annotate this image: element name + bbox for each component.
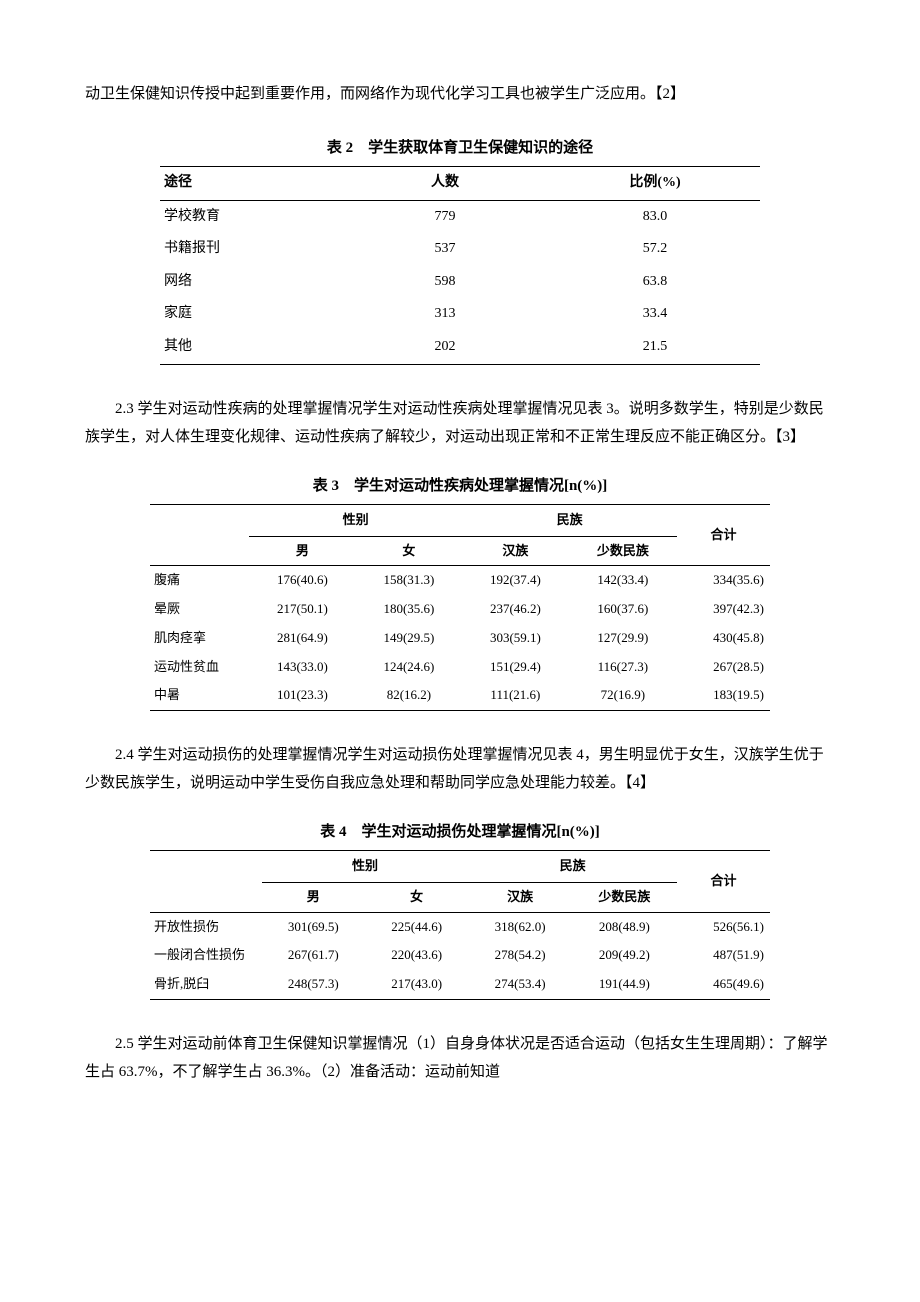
paragraph-2-5: 2.5 学生对运动前体育卫生保健知识掌握情况（1）自身身体状况是否适合运动（包括…	[85, 1030, 835, 1087]
table3-group-total: 合计	[677, 505, 770, 566]
table-row: 网络59863.8	[160, 266, 760, 299]
table-row: 骨折,脱臼248(57.3)217(43.0)274(53.4)191(44.9…	[150, 970, 770, 999]
intro-paragraph: 动卫生保健知识传授中起到重要作用，而网络作为现代化学习工具也被学生广泛应用。【2…	[85, 80, 835, 109]
table-row: 开放性损伤301(69.5)225(44.6)318(62.0)208(48.9…	[150, 912, 770, 941]
table4-wrapper: 表 4 学生对运动损伤处理掌握情况[n(%)] 性别 民族 合计 男 女 汉族 …	[150, 818, 770, 1000]
table-row: 晕厥217(50.1)180(35.6)237(46.2)160(37.6)39…	[150, 595, 770, 624]
table3-group-ethnic: 民族	[462, 505, 677, 537]
table-row: 书籍报刊53757.2	[160, 233, 760, 266]
paragraph-2-4: 2.4 学生对运动损伤的处理掌握情况学生对运动损伤处理掌握情况见表 4，男生明显…	[85, 741, 835, 798]
table-row: 肌肉痉挛281(64.9)149(29.5)303(59.1)127(29.9)…	[150, 624, 770, 653]
table3-group-header: 性别 民族 合计	[150, 505, 770, 537]
table2: 途径 人数 比例(%) 学校教育77983.0 书籍报刊53757.2 网络59…	[160, 166, 760, 365]
table-row: 腹痛176(40.6)158(31.3)192(37.4)142(33.4)33…	[150, 566, 770, 595]
table2-wrapper: 表 2 学生获取体育卫生保健知识的途径 途径 人数 比例(%) 学校教育7798…	[160, 134, 760, 365]
table3: 性别 民族 合计 男 女 汉族 少数民族 腹痛176(40.6)158(31.3…	[150, 504, 770, 711]
table4-group-total: 合计	[677, 851, 770, 912]
table2-header-0: 途径	[160, 167, 340, 201]
table3-wrapper: 表 3 学生对运动性疾病处理掌握情况[n(%)] 性别 民族 合计 男 女 汉族…	[150, 472, 770, 711]
table4: 性别 民族 合计 男 女 汉族 少数民族 开放性损伤301(69.5)225(4…	[150, 850, 770, 999]
table-row: 运动性贫血143(33.0)124(24.6)151(29.4)116(27.3…	[150, 653, 770, 682]
table4-group-gender: 性别	[262, 851, 469, 883]
table-row: 其他20221.5	[160, 331, 760, 364]
table2-header-1: 人数	[340, 167, 550, 201]
table-row: 中暑101(23.3)82(16.2)111(21.6)72(16.9)183(…	[150, 681, 770, 710]
table4-group-ethnic: 民族	[468, 851, 677, 883]
table-row: 一般闭合性损伤267(61.7)220(43.6)278(54.2)209(49…	[150, 941, 770, 970]
table-row: 学校教育77983.0	[160, 200, 760, 233]
paragraph-2-3: 2.3 学生对运动性疾病的处理掌握情况学生对运动性疾病处理掌握情况见表 3。说明…	[85, 395, 835, 452]
table3-group-gender: 性别	[249, 505, 462, 537]
table2-header-row: 途径 人数 比例(%)	[160, 167, 760, 201]
table2-title: 表 2 学生获取体育卫生保健知识的途径	[160, 134, 760, 163]
table2-header-2: 比例(%)	[550, 167, 760, 201]
table-row: 家庭31333.4	[160, 298, 760, 331]
table4-group-header: 性别 民族 合计	[150, 851, 770, 883]
table3-title: 表 3 学生对运动性疾病处理掌握情况[n(%)]	[150, 472, 770, 501]
table4-title: 表 4 学生对运动损伤处理掌握情况[n(%)]	[150, 818, 770, 847]
